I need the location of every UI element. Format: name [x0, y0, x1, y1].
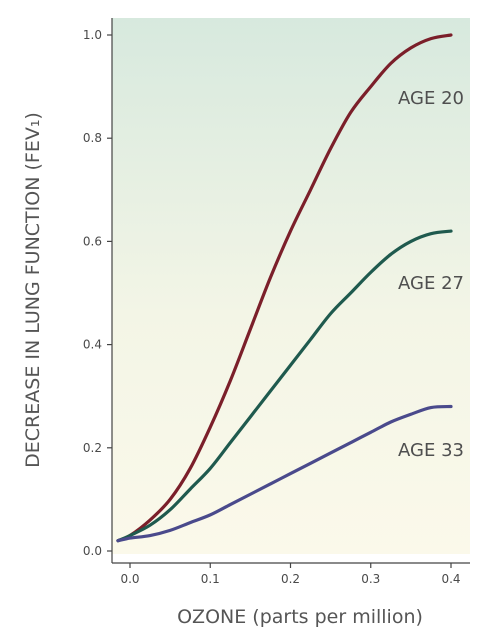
y-tick-label: 0.0 — [83, 544, 102, 558]
x-axis-ticks: 0.0 0.1 0.2 0.3 0.4 — [120, 563, 461, 586]
y-tick-label: 0.4 — [83, 338, 102, 352]
x-tick-label: 0.3 — [361, 572, 380, 586]
x-tick-label: 0.4 — [441, 572, 460, 586]
series-line-age-33 — [116, 404, 453, 543]
series-label-age-20: AGE 20 — [398, 88, 464, 109]
y-axis-title: DECREASE IN LUNG FUNCTION (FEV₁) — [22, 112, 44, 468]
y-tick-label: 0.8 — [83, 131, 102, 145]
y-axis-ticks: 0.0 0.2 0.4 0.6 0.8 1.0 — [83, 28, 112, 558]
plot-background — [112, 18, 470, 554]
series-lines — [116, 33, 453, 543]
series-labels: AGE 20 AGE 27 AGE 33 — [398, 88, 464, 461]
x-axis-title: OZONE (parts per million) — [177, 606, 423, 628]
y-tick-label: 0.6 — [83, 234, 102, 248]
series-label-age-27: AGE 27 — [398, 273, 464, 294]
series-label-age-33: AGE 33 — [398, 440, 464, 461]
x-tick-label: 0.1 — [201, 572, 220, 586]
y-tick-label: 1.0 — [83, 28, 102, 42]
series-line-age-27 — [116, 229, 453, 543]
x-tick-label: 0.0 — [120, 572, 139, 586]
y-tick-label: 0.2 — [83, 441, 102, 455]
series-line-age-20 — [116, 33, 453, 543]
x-tick-label: 0.2 — [281, 572, 300, 586]
